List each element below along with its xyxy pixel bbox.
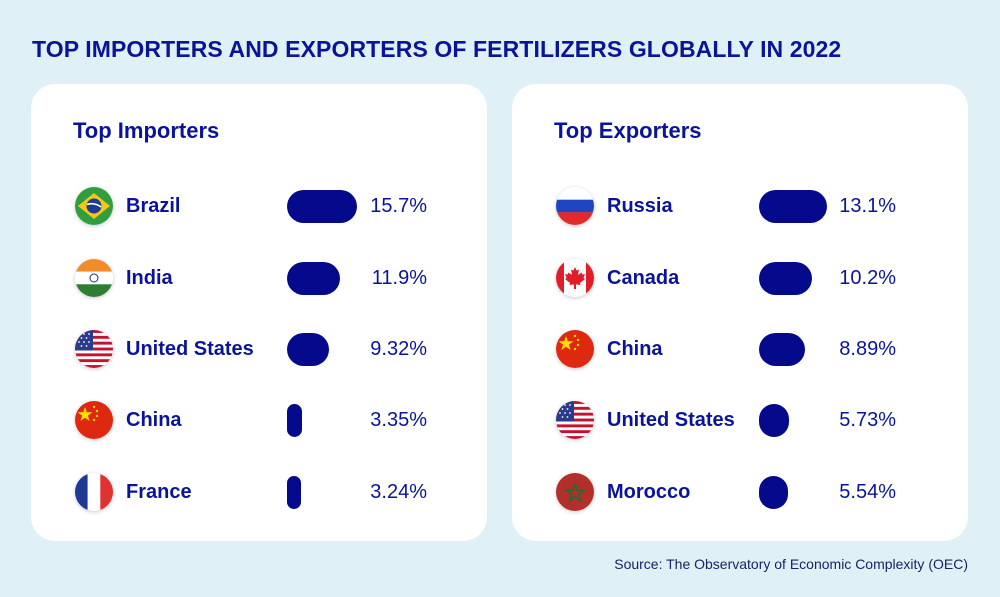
country-label: United States (607, 409, 735, 431)
russia-flag-icon (556, 187, 594, 225)
country-label: United States (126, 338, 254, 360)
country-label: France (126, 481, 192, 503)
brazil-flag-icon (75, 187, 113, 225)
chart-row: China 3.35% (31, 401, 487, 441)
value-label: 3.35% (370, 409, 427, 431)
country-label: India (126, 267, 173, 289)
bar (759, 404, 789, 437)
france-flag-icon (75, 473, 113, 511)
morocco-flag-icon (556, 473, 594, 511)
bar (287, 333, 329, 366)
value-label: 15.7% (370, 195, 427, 217)
value-label: 9.32% (370, 338, 427, 360)
country-label: China (607, 338, 663, 360)
value-label: 5.73% (839, 409, 896, 431)
chart-row: Brazil 15.7% (31, 187, 487, 227)
source-note: Source: The Observatory of Economic Comp… (614, 556, 968, 572)
bar (759, 333, 806, 366)
bar (287, 262, 341, 295)
country-label: Morocco (607, 481, 691, 503)
chart-row: United States 9.32% (31, 330, 487, 370)
country-label: Russia (607, 195, 673, 217)
chart-row: India 11.9% (31, 259, 487, 299)
chart-row: Canada 10.2% (512, 259, 968, 299)
bar (287, 404, 302, 437)
chart-row: France 3.24% (31, 473, 487, 513)
china-flag-icon (556, 330, 594, 368)
value-label: 5.54% (839, 481, 896, 503)
usa-flag-icon (75, 330, 113, 368)
bar (759, 476, 788, 509)
country-label: Brazil (126, 195, 181, 217)
canada-flag-icon (556, 259, 594, 297)
chart-title: TOP IMPORTERS AND EXPORTERS OF FERTILIZE… (32, 36, 842, 62)
value-label: 11.9% (371, 267, 427, 289)
chart-row: United States 5.73% (512, 401, 968, 441)
bar (759, 262, 812, 295)
chart-row: Morocco 5.54% (512, 473, 968, 513)
bar (287, 190, 357, 223)
value-label: 8.89% (839, 338, 896, 360)
value-label: 3.24% (370, 481, 427, 503)
country-label: Canada (607, 267, 680, 289)
value-label: 10.2% (839, 267, 896, 289)
exporters-title: Top Exporters (554, 118, 702, 143)
value-label: 13.1% (839, 195, 896, 217)
chart-row: Russia 13.1% (512, 187, 968, 227)
india-flag-icon (75, 259, 113, 297)
importers-card: Top Importers Brazil 15.7% India 11.9% Unite… (31, 84, 487, 541)
bar (287, 476, 302, 509)
bar (759, 190, 827, 223)
exporters-card: Top Exporters Russia 13.1% Canada 10.2% Chin… (512, 84, 968, 541)
country-label: China (126, 409, 182, 431)
chart-row: China 8.89% (512, 330, 968, 370)
usa-flag-icon (556, 401, 594, 439)
china-flag-icon (75, 401, 113, 439)
importers-title: Top Importers (73, 118, 220, 143)
